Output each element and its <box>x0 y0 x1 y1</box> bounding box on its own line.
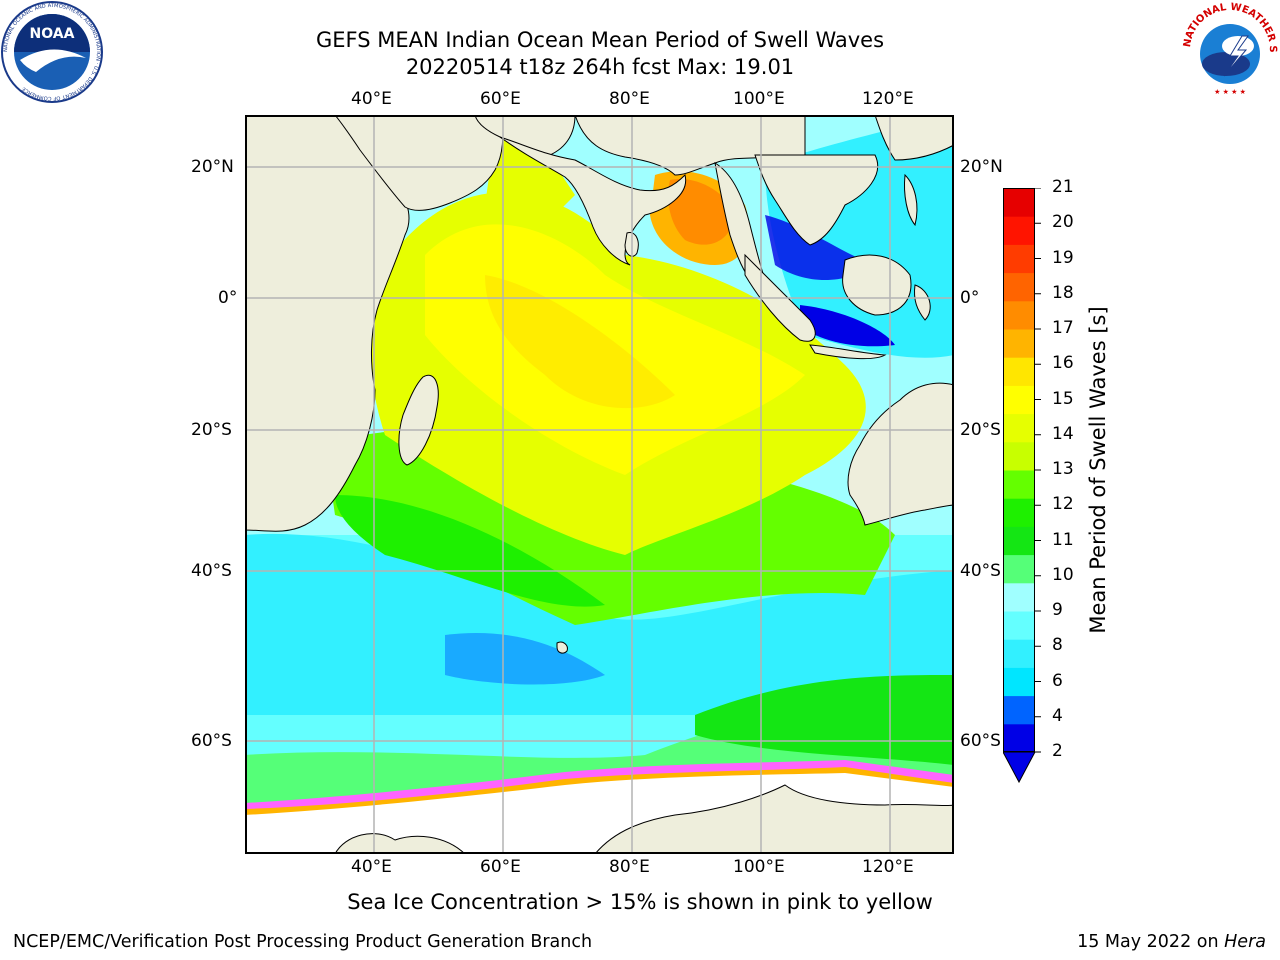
colorbar-tick-label: 11 <box>1052 529 1074 550</box>
noaa-logo: NATIONAL OCEANIC AND ATMOSPHERIC ADMINIS… <box>1 1 103 103</box>
colorbar-tick-label: 4 <box>1052 705 1063 726</box>
colorbar-segment <box>1003 667 1035 697</box>
lon-tick-bottom-120e: 120°E <box>862 857 914 877</box>
colorbar-title: Mean Period of Swell Waves [s] <box>1086 306 1110 634</box>
lat-tick-left-20n: 20°N <box>191 157 234 177</box>
colorbar-segment <box>1003 244 1035 274</box>
colorbar-segment <box>1003 357 1035 386</box>
colorbar-tick-label: 16 <box>1052 353 1074 374</box>
colorbar-tick-label: 21 <box>1052 177 1074 197</box>
colorbar-segment <box>1003 385 1035 415</box>
colorbar-tick-label: 14 <box>1052 423 1074 444</box>
colorbar-segment <box>1003 216 1035 245</box>
map-border <box>245 115 954 854</box>
lon-tick-top-40e: 40°E <box>351 89 392 109</box>
colorbar-tick-label: 13 <box>1052 459 1074 479</box>
colorbar-segment <box>1003 639 1035 668</box>
colorbar-tick-label: 20 <box>1052 212 1074 233</box>
colorbar-segment <box>1003 188 1035 217</box>
lon-tick-top-80e: 80°E <box>609 89 650 109</box>
colorbar-segment <box>1003 498 1035 527</box>
colorbar-segment <box>1003 554 1035 584</box>
colorbar-tick-label: 18 <box>1052 282 1074 303</box>
colorbar-frame <box>1003 188 1035 752</box>
colorbar-segment <box>1003 470 1035 499</box>
lat-tick-left-60s: 60°S <box>191 731 232 751</box>
lat-tick-left-20s: 20°S <box>191 420 232 440</box>
colorbar-tick-label: 10 <box>1052 564 1074 585</box>
sea-ice-caption: Sea Ice Concentration > 15% is shown in … <box>347 890 933 914</box>
svg-text:★ ★ ★ ★: ★ ★ ★ ★ <box>1214 88 1246 96</box>
noaa-center-text: NOAA <box>30 26 75 42</box>
lon-tick-bottom-80e: 80°E <box>609 857 650 877</box>
colorbar-tick-label: 17 <box>1052 318 1074 338</box>
lon-tick-top-120e: 120°E <box>862 89 914 109</box>
lat-tick-left-0: 0° <box>218 288 238 308</box>
colorbar-tick-label: 19 <box>1052 247 1074 268</box>
colorbar-tick-label: 15 <box>1052 388 1074 409</box>
colorbar-segment <box>1003 300 1035 330</box>
colorbar-segment <box>1003 582 1035 612</box>
colorbar-segment <box>1003 329 1035 358</box>
colorbar-segment <box>1003 526 1035 556</box>
lon-tick-bottom-100e: 100°E <box>733 857 785 877</box>
colorbar-extend-arrow <box>1003 751 1036 784</box>
map-subtitle: 20220514 t18z 264h fcst Max: 19.01 <box>405 55 795 79</box>
lat-tick-right-60s: 60°S <box>960 731 1001 751</box>
lat-tick-right-20s: 20°S <box>960 420 1001 440</box>
footer-host: Hera <box>1224 932 1266 952</box>
lon-tick-bottom-60e: 60°E <box>480 857 521 877</box>
colorbar-tick-label: 2 <box>1052 741 1063 761</box>
footer-date-text: 15 May 2022 on <box>1077 932 1225 952</box>
colorbar-segment <box>1003 272 1035 302</box>
lat-tick-left-40s: 40°S <box>191 561 232 581</box>
colorbar-segment <box>1003 695 1035 725</box>
colorbar-tick-label: 12 <box>1052 494 1074 515</box>
colorbar-segment <box>1003 723 1035 753</box>
footer-date: 15 May 2022 on Hera <box>1077 932 1266 952</box>
colorbar-segment <box>1003 441 1035 471</box>
colorbar-segment <box>1003 413 1035 443</box>
lat-tick-right-40s: 40°S <box>960 561 1001 581</box>
nws-logo: NATIONAL WEATHER SERVICE ★ ★ ★ ★ <box>1180 0 1278 98</box>
footer-org: NCEP/EMC/Verification Post Processing Pr… <box>13 932 593 952</box>
lon-tick-bottom-40e: 40°E <box>351 857 392 877</box>
lat-tick-right-0: 0° <box>960 288 980 308</box>
colorbar-tick-label: 6 <box>1052 670 1063 691</box>
colorbar-segment <box>1003 611 1035 640</box>
lon-tick-top-60e: 60°E <box>480 89 521 109</box>
lat-tick-right-20n: 20°N <box>960 157 1003 177</box>
colorbar-tick-label: 9 <box>1052 600 1063 620</box>
colorbar-tick-label: 8 <box>1052 635 1063 656</box>
swell-period-map <box>245 115 954 854</box>
map-title: GEFS MEAN Indian Ocean Mean Period of Sw… <box>315 28 885 52</box>
lon-tick-top-100e: 100°E <box>733 89 785 109</box>
colorbar <box>1003 188 1041 784</box>
